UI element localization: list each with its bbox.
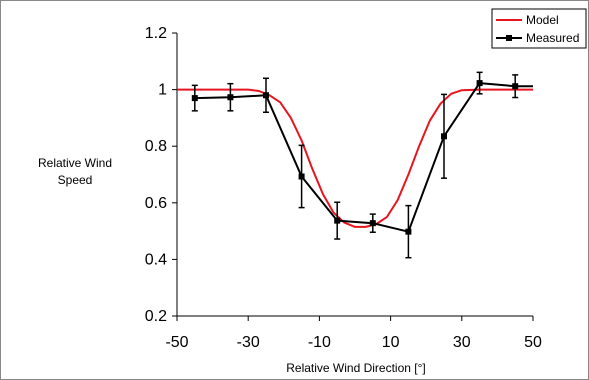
series-model-line [177, 88, 533, 228]
x-tick-label: 30 [453, 334, 471, 351]
legend-measured-label: Measured [526, 31, 579, 45]
x-tick-label: 50 [524, 334, 542, 351]
y-tick-label: 1 [158, 82, 167, 99]
y-tick-label: 0.8 [145, 138, 167, 155]
series-measured-point [298, 173, 305, 180]
legend: Model Measured [491, 8, 587, 49]
y-axis-title-line-1: Relative Wind [38, 156, 112, 170]
legend-box [491, 8, 587, 49]
legend-measured-marker [506, 35, 512, 41]
series-measured-point [263, 92, 269, 99]
series-measured-point [512, 83, 519, 90]
x-tick-label: -10 [308, 334, 331, 351]
series-measured-point [191, 95, 198, 102]
plot-area: 0.2 0.4 0.6 0.8 1 1.2 -50 -30 -10 10 30 50 [145, 25, 542, 351]
x-tick-label: -50 [165, 334, 188, 351]
series-measured-point [405, 228, 412, 235]
y-tick-label: 1.2 [145, 25, 167, 42]
series-measured-point [476, 80, 483, 87]
series-measured-point [227, 94, 234, 101]
legend-model-label: Model [526, 13, 559, 27]
series-measured-point [369, 220, 376, 227]
y-tick-label: 0.6 [145, 195, 167, 212]
y-axis-title-line-2: Speed [58, 173, 93, 187]
y-tick-label: 0.2 [145, 308, 167, 325]
y-tick-label: 0.4 [145, 251, 167, 268]
x-axis-title: Relative Wind Direction [°] [286, 361, 426, 375]
x-tick-label: 10 [382, 334, 400, 351]
series-measured-point [334, 217, 341, 224]
x-tick-label: -30 [237, 334, 260, 351]
series-measured-point [441, 133, 447, 140]
